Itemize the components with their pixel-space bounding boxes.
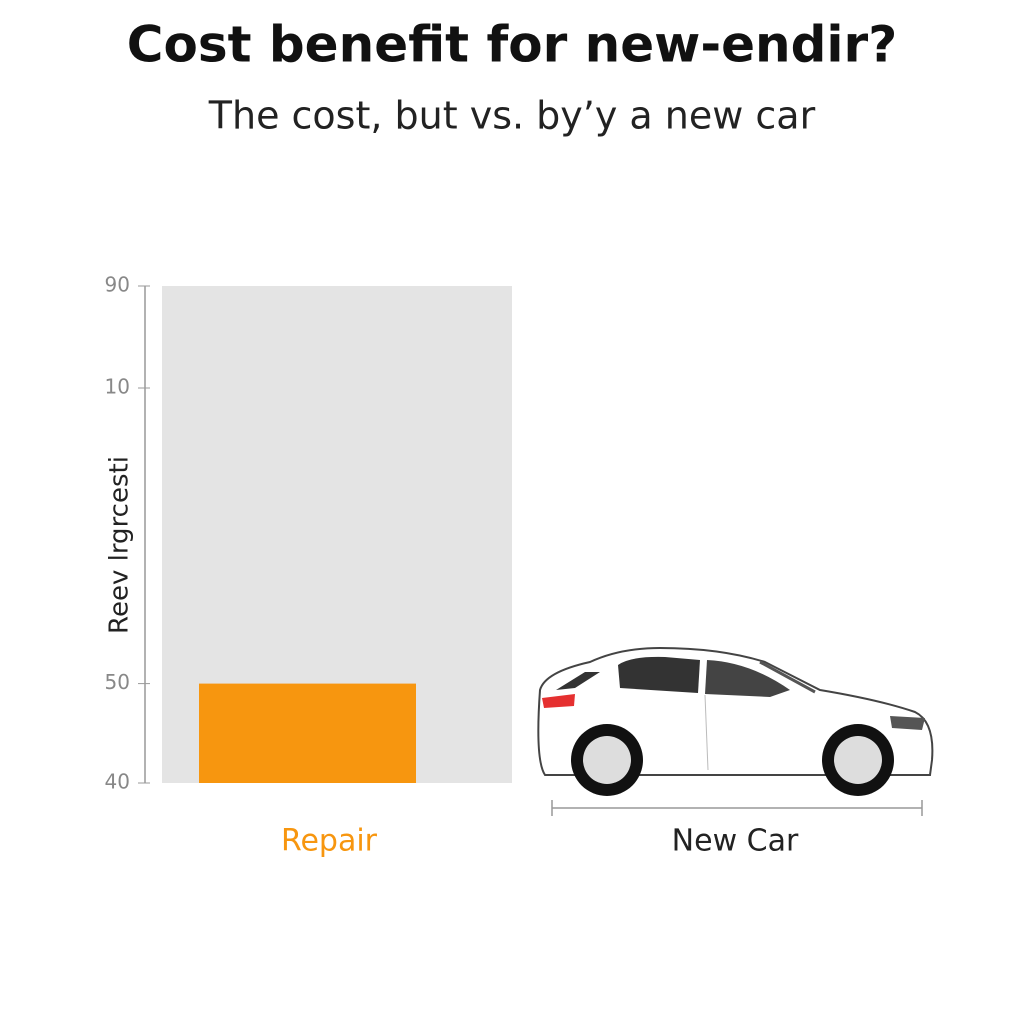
y-axis-label: Reev lrgrcesti (105, 456, 135, 634)
y-tick-label: 10 (105, 375, 130, 399)
car-illustration (537, 646, 934, 816)
chart-subtitle: The cost, but vs. by’y a new car (208, 94, 816, 138)
x-tick-label: New Car (672, 824, 799, 859)
bar (199, 683, 416, 783)
y-tick-label: 90 (105, 273, 130, 297)
chart-title: Cost benefit for new-endir? (127, 16, 897, 74)
y-tick-label: 50 (105, 670, 130, 694)
y-tick-label: 40 (105, 770, 130, 794)
x-tick-label: Repair (281, 824, 378, 859)
